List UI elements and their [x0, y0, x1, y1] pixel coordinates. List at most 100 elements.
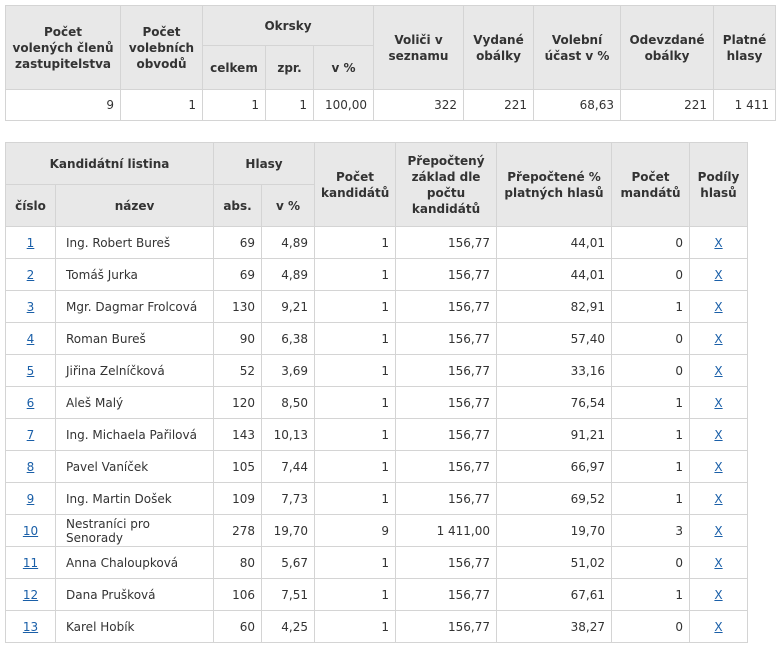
recalc-percent-cell: 57,40 [496, 322, 613, 355]
list-name-cell: Aleš Malý [54, 386, 215, 419]
header-members: Počet volených členů zastupitelstva [5, 5, 121, 90]
vote-shares-link-cell: X [689, 610, 749, 643]
list-number-link[interactable]: 10 [22, 523, 39, 538]
header-votes-percent: v % [261, 184, 316, 227]
list-number-link[interactable]: 13 [22, 619, 39, 634]
candidate-count-cell: 1 [314, 610, 397, 643]
value-returned: 221 [620, 89, 714, 121]
vote-shares-link[interactable]: X [714, 555, 723, 570]
vote-shares-link-cell: X [689, 322, 749, 355]
list-number-link-cell: 2 [5, 258, 56, 291]
votes-abs-cell: 80 [213, 546, 263, 579]
list-number-link[interactable]: 6 [26, 395, 35, 410]
votes-percent-cell: 4,25 [261, 610, 316, 643]
mandates-cell: 1 [611, 482, 691, 515]
vote-shares-link-cell: X [689, 546, 749, 579]
vote-shares-link[interactable]: X [714, 235, 723, 250]
recalc-base-cell: 156,77 [395, 354, 498, 387]
recalc-percent-cell: 19,70 [496, 514, 613, 547]
vote-shares-link[interactable]: X [714, 619, 723, 634]
mandates-cell: 1 [611, 578, 691, 611]
header-voters: Voliči v seznamu [373, 5, 464, 90]
list-number-link[interactable]: 12 [22, 587, 39, 602]
candidate-row: 13 Karel Hobík 60 4,25 1 156,77 38,27 0 X [5, 610, 749, 643]
votes-percent-cell: 4,89 [261, 226, 316, 259]
header-valid: Platné hlasy [713, 5, 776, 90]
recalc-percent-cell: 69,52 [496, 482, 613, 515]
vote-shares-link[interactable]: X [714, 491, 723, 506]
votes-abs-cell: 120 [213, 386, 263, 419]
candidate-count-cell: 1 [314, 290, 397, 323]
list-number-link[interactable]: 1 [26, 235, 35, 250]
recalc-percent-cell: 44,01 [496, 258, 613, 291]
list-name-cell: Ing. Martin Došek [54, 482, 215, 515]
recalc-base-cell: 156,77 [395, 418, 498, 451]
list-number-link-cell: 1 [5, 226, 56, 259]
vote-shares-link[interactable]: X [714, 299, 723, 314]
list-number-link[interactable]: 3 [26, 299, 35, 314]
recalc-percent-cell: 91,21 [496, 418, 613, 451]
value-issued: 221 [463, 89, 534, 121]
votes-abs-cell: 278 [213, 514, 263, 547]
list-number-link-cell: 9 [5, 482, 56, 515]
votes-abs-cell: 109 [213, 482, 263, 515]
vote-shares-link-cell: X [689, 226, 749, 259]
vote-shares-link[interactable]: X [714, 395, 723, 410]
list-name-cell: Karel Hobík [54, 610, 215, 643]
votes-percent-cell: 7,51 [261, 578, 316, 611]
list-number-link-cell: 7 [5, 418, 56, 451]
header-turnout: Volební účast v % [533, 5, 621, 90]
list-name-cell: Mgr. Dagmar Frolcová [54, 290, 215, 323]
candidate-row: 5 Jiřina Zelníčková 52 3,69 1 156,77 33,16 0 X [5, 354, 749, 387]
candidate-count-cell: 1 [314, 258, 397, 291]
vote-shares-link[interactable]: X [714, 331, 723, 346]
list-number-link[interactable]: 4 [26, 331, 35, 346]
list-name-cell: Tomáš Jurka [54, 258, 215, 291]
vote-shares-link-cell: X [689, 514, 749, 547]
list-name-cell: Anna Chaloupková [54, 546, 215, 579]
candidate-row: 11 Anna Chaloupková 80 5,67 1 156,77 51,02 0 X [5, 546, 749, 579]
votes-abs-cell: 90 [213, 322, 263, 355]
mandates-cell: 0 [611, 226, 691, 259]
mandates-cell: 0 [611, 258, 691, 291]
candidate-row: 9 Ing. Martin Došek 109 7,73 1 156,77 69,52 1 X [5, 482, 749, 515]
recalc-base-cell: 156,77 [395, 386, 498, 419]
vote-shares-link[interactable]: X [714, 267, 723, 282]
candidate-count-cell: 1 [314, 546, 397, 579]
candidate-count-cell: 1 [314, 418, 397, 451]
value-turnout: 68,63 [533, 89, 621, 121]
candidate-count-cell: 1 [314, 354, 397, 387]
vote-shares-link[interactable]: X [714, 523, 723, 538]
list-number-link[interactable]: 7 [26, 427, 35, 442]
header-precincts-total: celkem [202, 45, 266, 90]
votes-abs-cell: 69 [213, 258, 263, 291]
vote-shares-link[interactable]: X [714, 427, 723, 442]
vote-shares-link[interactable]: X [714, 363, 723, 378]
list-number-link-cell: 6 [5, 386, 56, 419]
list-number-link[interactable]: 2 [26, 267, 35, 282]
recalc-percent-cell: 67,61 [496, 578, 613, 611]
mandates-cell: 1 [611, 418, 691, 451]
candidate-row: 6 Aleš Malý 120 8,50 1 156,77 76,54 1 X [5, 386, 749, 419]
vote-shares-link-cell: X [689, 578, 749, 611]
header-precincts-processed: zpr. [265, 45, 314, 90]
summary-table: Počet volených členů zastupitelstva Poče… [5, 5, 776, 121]
candidate-row: 8 Pavel Vaníček 105 7,44 1 156,77 66,97 1 X [5, 450, 749, 483]
header-votes-abs: abs. [213, 184, 263, 227]
recalc-percent-cell: 44,01 [496, 226, 613, 259]
list-number-link[interactable]: 9 [26, 491, 35, 506]
list-number-link-cell: 4 [5, 322, 56, 355]
header-votes: Hlasy [213, 142, 316, 185]
votes-percent-cell: 10,13 [261, 418, 316, 451]
vote-shares-link[interactable]: X [714, 459, 723, 474]
header-vote-shares: Podíly hlasů [689, 142, 749, 227]
value-precincts-total: 1 [202, 89, 266, 121]
list-number-link[interactable]: 8 [26, 459, 35, 474]
vote-shares-link-cell: X [689, 290, 749, 323]
list-number-link[interactable]: 11 [22, 555, 39, 570]
list-number-link[interactable]: 5 [26, 363, 35, 378]
list-number-link-cell: 3 [5, 290, 56, 323]
candidate-count-cell: 1 [314, 386, 397, 419]
list-name-cell: Ing. Michaela Pařilová [54, 418, 215, 451]
vote-shares-link[interactable]: X [714, 587, 723, 602]
